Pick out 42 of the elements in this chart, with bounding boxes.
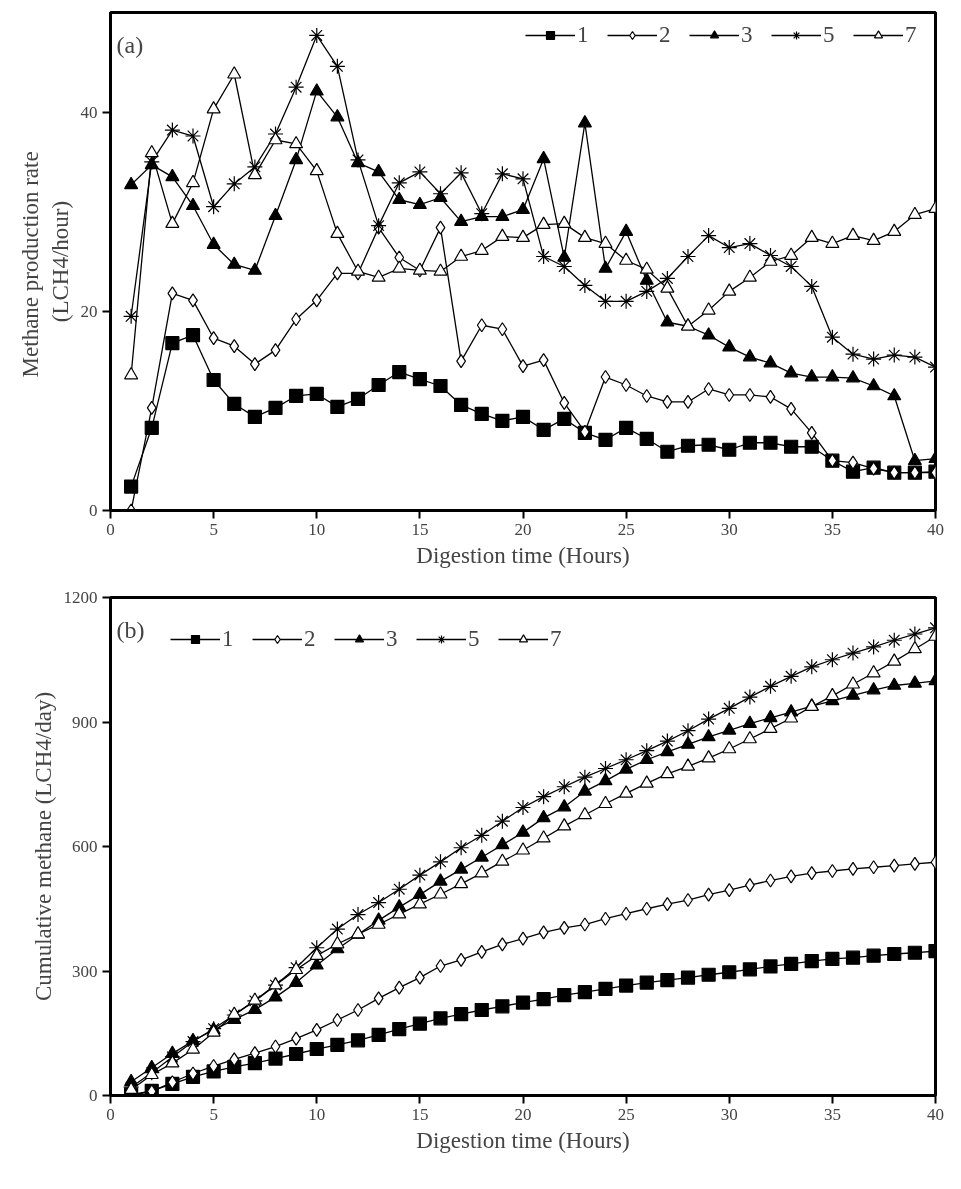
y-tick-label: 900 — [72, 712, 98, 732]
y-tick-label: 1200 — [63, 588, 98, 607]
x-tick-label: 5 — [209, 519, 218, 539]
x-tick-label: 35 — [823, 1104, 841, 1124]
y-tick-label: 0 — [89, 501, 98, 520]
legend-label: 1 — [222, 626, 235, 652]
legend-label: 1 — [577, 22, 590, 48]
y-axis-title: Methane production rate (LCH4/hour) — [17, 151, 73, 378]
x-tick-label: 20 — [514, 519, 532, 539]
y-axis-title: Cumulative methane (LCH4/day) — [30, 691, 56, 1002]
x-tick-label: 15 — [411, 519, 429, 539]
x-axis-title: Digestion time (Hours) — [416, 542, 630, 568]
legend-label: 7 — [905, 22, 918, 48]
x-tick-label: 30 — [720, 1104, 738, 1124]
x-tick-label: 5 — [209, 1104, 218, 1124]
x-tick-label: 40 — [927, 519, 944, 539]
x-tick-label: 25 — [617, 1104, 635, 1124]
legend-label: 5 — [468, 626, 481, 652]
legend-label: 3 — [741, 22, 754, 48]
annotation: (b) — [116, 616, 145, 643]
x-tick-label: 35 — [823, 519, 841, 539]
y-tick-label: 300 — [72, 961, 98, 981]
legend-label: 5 — [823, 22, 836, 48]
legend-label: 3 — [386, 626, 399, 652]
x-tick-label: 20 — [514, 1104, 532, 1124]
y-tick-label: 20 — [80, 301, 98, 321]
y-tick-label: 600 — [72, 837, 98, 856]
annotation: (a) — [116, 31, 144, 58]
y-tick-label: 0 — [89, 1086, 98, 1105]
x-axis-title: Digestion time (Hours) — [416, 1127, 630, 1153]
x-tick-label: 30 — [720, 519, 738, 539]
legend-label: 7 — [550, 626, 563, 652]
legend-label: 2 — [304, 626, 317, 652]
x-tick-label: 0 — [106, 1104, 115, 1124]
x-tick-label: 15 — [411, 1104, 429, 1124]
x-tick-label: 10 — [308, 519, 326, 539]
x-tick-label: 10 — [308, 1104, 326, 1124]
y-tick-label: 40 — [80, 102, 98, 122]
x-tick-label: 40 — [927, 1104, 944, 1124]
x-tick-label: 25 — [617, 519, 635, 539]
x-tick-label: 0 — [106, 519, 115, 539]
legend-label: 2 — [659, 22, 672, 48]
